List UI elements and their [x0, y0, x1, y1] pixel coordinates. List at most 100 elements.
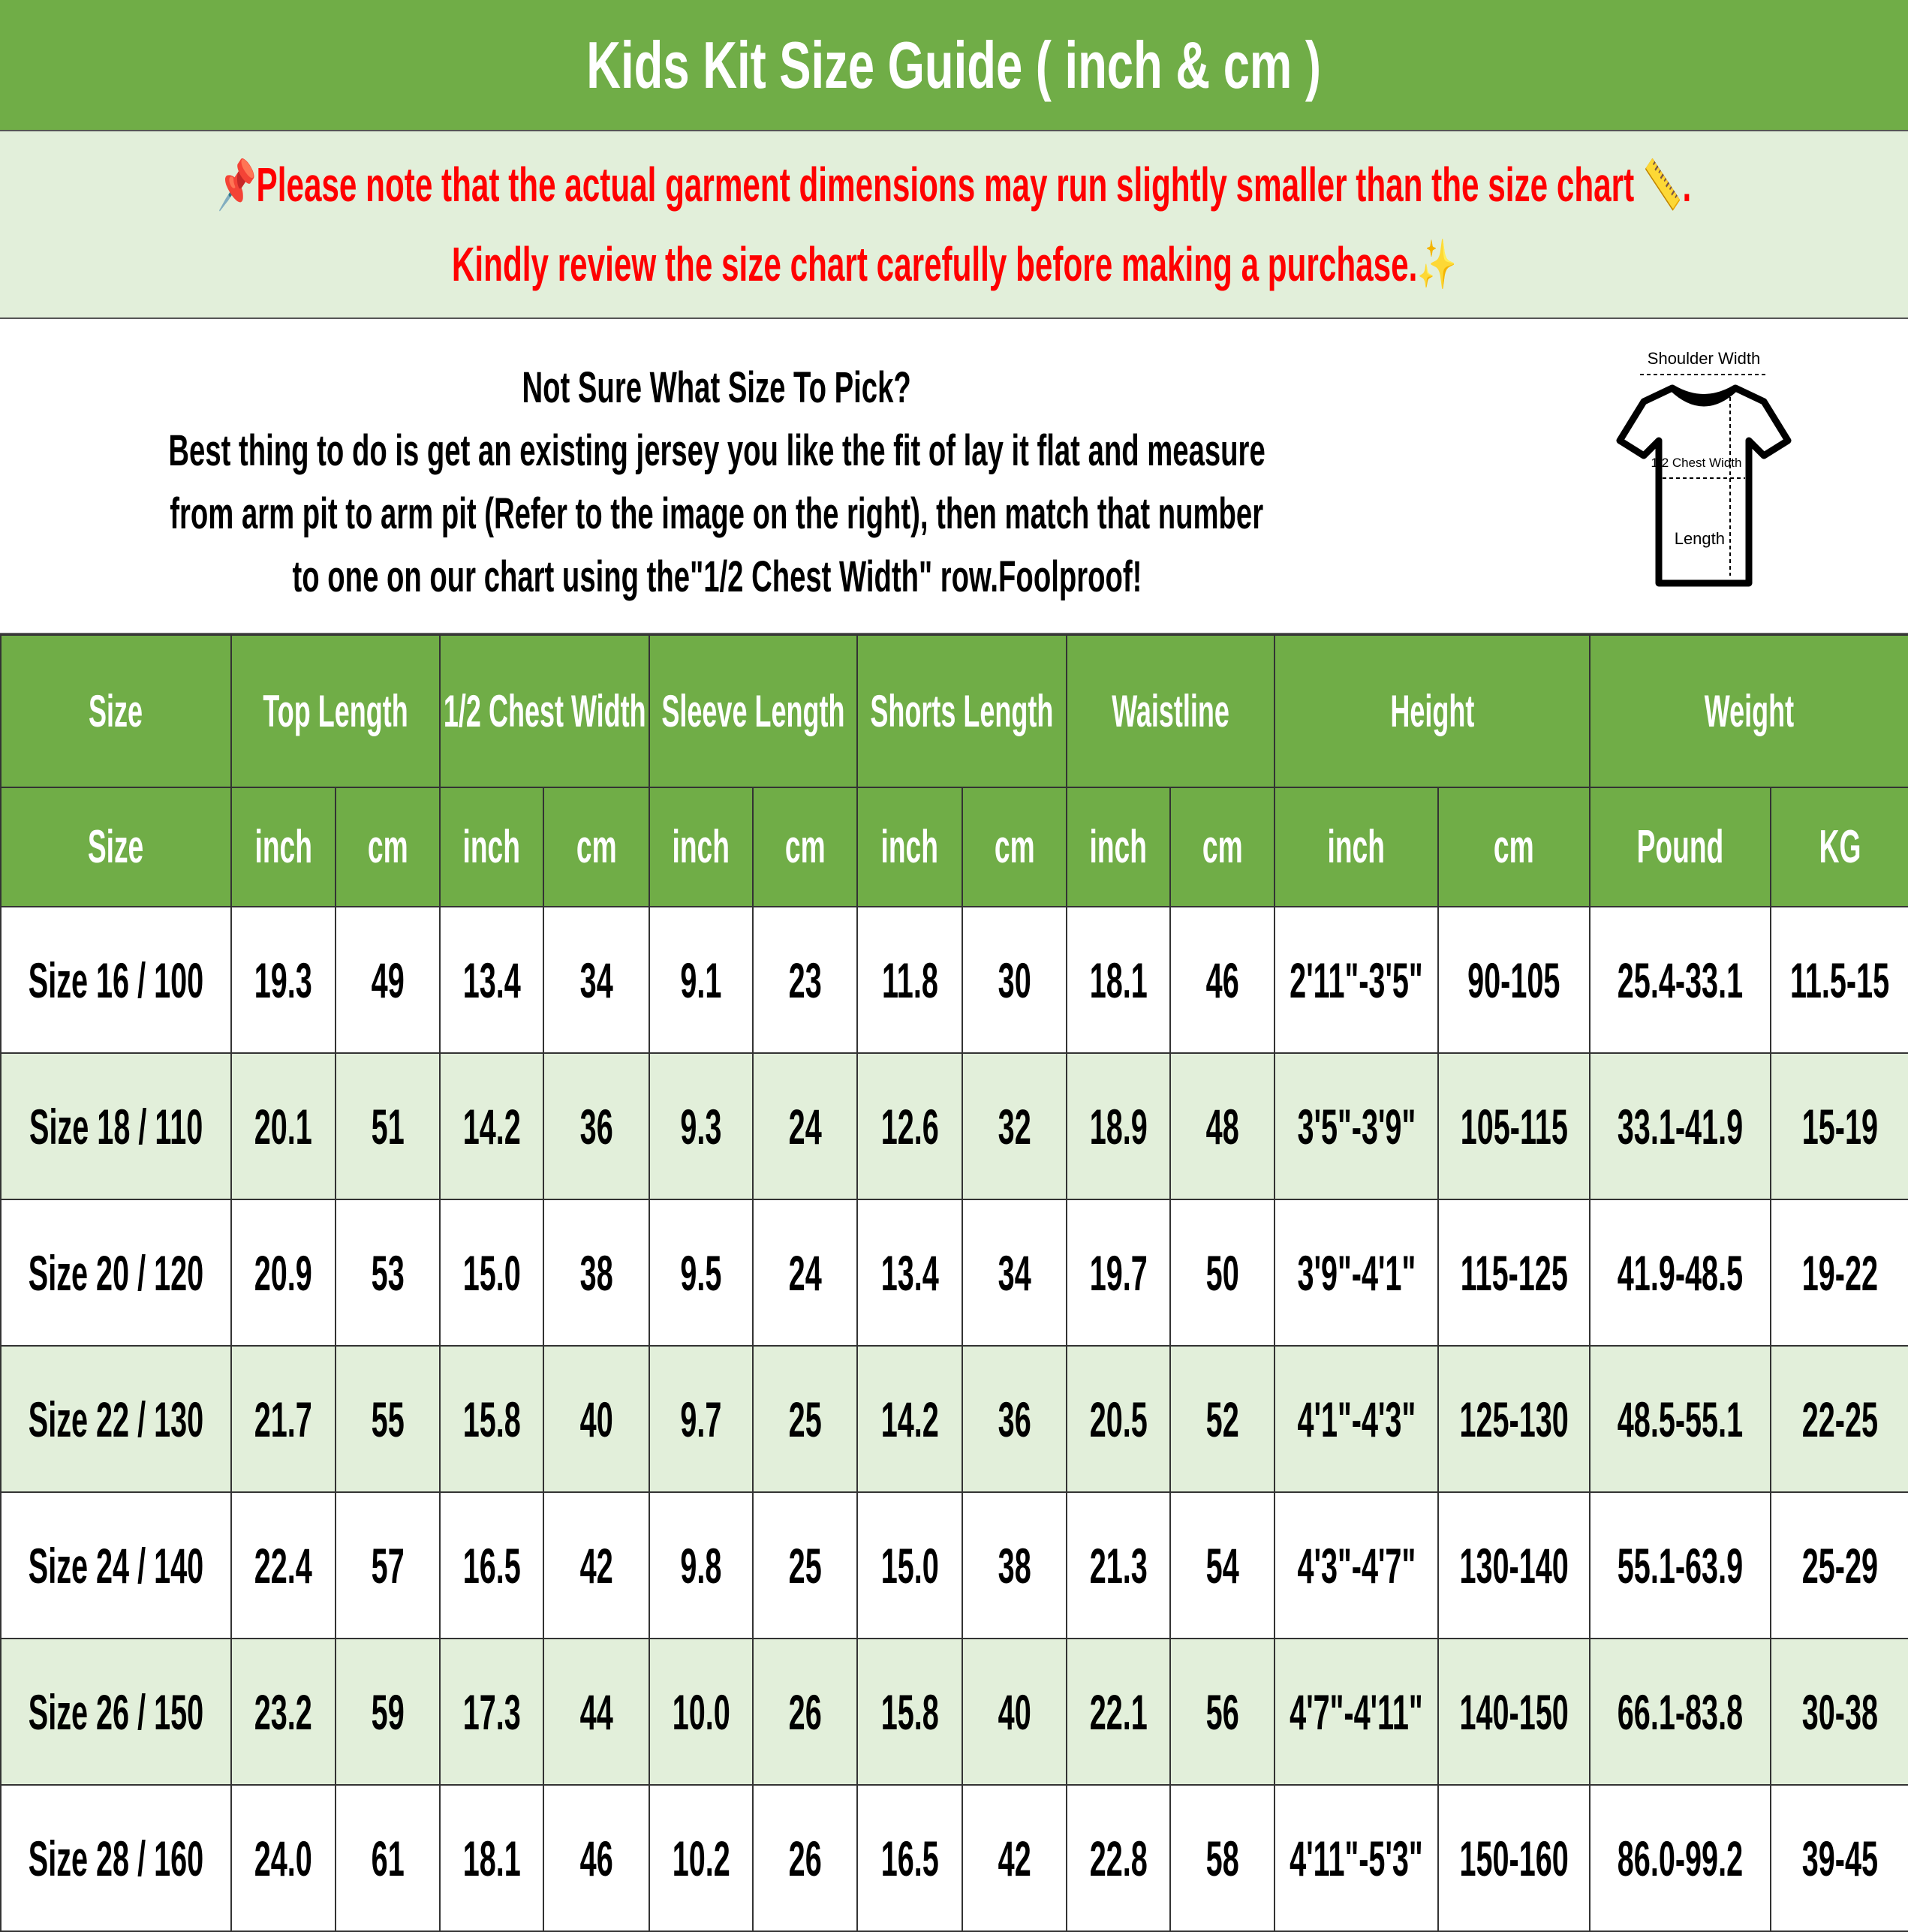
value-cell: 38: [542, 1199, 651, 1347]
value-cell: 20.5: [1066, 1345, 1172, 1493]
size-cell: Size 20 / 120: [0, 1199, 232, 1347]
value-cell: 16.5: [439, 1491, 544, 1639]
table-row: Size 24 / 140 22.4 57 16.5 42 9.8 25 15.0 38 21.3…: [0, 1491, 1908, 1639]
size-cell: Size 26 / 150: [0, 1638, 232, 1786]
table-row: Size 16 / 100 19.3 49 13.4 34 9.1 23 11.8 30 18.1…: [0, 906, 1908, 1054]
unit-header: cm: [1169, 787, 1276, 907]
unit-header: inch: [1274, 787, 1440, 907]
value-cell: 130-140: [1437, 1491, 1591, 1639]
value-cell: 15-19: [1770, 1052, 1908, 1200]
column-group-header: 1/2 Chest Width: [438, 634, 651, 788]
table-row: Size 22 / 130 21.7 55 15.8 40 9.7 25 14.2 36 20.5…: [0, 1345, 1908, 1493]
value-cell: 115-125: [1437, 1199, 1591, 1347]
value-cell: 10.2: [649, 1784, 754, 1932]
value-cell: 9.3: [649, 1052, 754, 1200]
value-cell: 4'11"-5'3": [1274, 1784, 1440, 1932]
value-cell: 25: [752, 1491, 859, 1639]
size-cell: Size 24 / 140: [0, 1491, 232, 1639]
value-cell: 4'3"-4'7": [1274, 1491, 1440, 1639]
fit-instructions: Not Sure What Size To Pick? Best thing t…: [0, 357, 1434, 609]
value-cell: 18.1: [1066, 906, 1172, 1054]
value-cell: 20.9: [230, 1199, 336, 1347]
value-cell: 54: [1169, 1491, 1276, 1639]
value-cell: 90-105: [1437, 906, 1591, 1054]
value-cell: 11.8: [856, 906, 964, 1054]
value-cell: 14.2: [439, 1052, 544, 1200]
table-row: Size 20 / 120 20.9 53 15.0 38 9.5 24 13.4 34 19.7…: [0, 1199, 1908, 1347]
column-group-header: Top Length: [230, 634, 441, 788]
value-cell: 23.2: [230, 1638, 336, 1786]
value-cell: 49: [335, 906, 441, 1054]
unit-header: Size: [0, 787, 232, 907]
value-cell: 12.6: [856, 1052, 964, 1200]
value-cell: 13.4: [856, 1199, 964, 1347]
unit-header: inch: [439, 787, 544, 907]
value-cell: 40: [542, 1345, 651, 1493]
value-cell: 15.8: [856, 1638, 964, 1786]
value-cell: 86.0-99.2: [1589, 1784, 1772, 1932]
value-cell: 2'11"-3'5": [1274, 906, 1440, 1054]
size-cell: Size 22 / 130: [0, 1345, 232, 1493]
value-cell: 125-130: [1437, 1345, 1591, 1493]
column-group-header: Shorts Length: [856, 634, 1068, 788]
unit-header: inch: [856, 787, 964, 907]
value-cell: 3'9"-4'1": [1274, 1199, 1440, 1347]
value-cell: 25.4-33.1: [1589, 906, 1772, 1054]
value-cell: 9.7: [649, 1345, 754, 1493]
value-cell: 105-115: [1437, 1052, 1591, 1200]
value-cell: 44: [542, 1638, 651, 1786]
value-cell: 42: [962, 1784, 1068, 1932]
diagram-chest-label: 1/2 Chest Width: [1651, 456, 1742, 470]
pushpin-icon: 📌: [216, 158, 257, 212]
value-cell: 48: [1169, 1052, 1276, 1200]
size-table: Size Top Length 1/2 Chest Width Sleeve Leng…: [0, 634, 1908, 1932]
value-cell: 21.7: [230, 1345, 336, 1493]
value-cell: 23: [752, 906, 859, 1054]
value-cell: 13.4: [439, 906, 544, 1054]
value-cell: 24: [752, 1199, 859, 1347]
ruler-icon: 📏: [1642, 158, 1683, 212]
value-cell: 9.1: [649, 906, 754, 1054]
notice-line-1: 📌Please note that the actual garment dim…: [216, 158, 1692, 212]
value-cell: 55.1-63.9: [1589, 1491, 1772, 1639]
diagram-shoulder-label: Shoulder Width: [1648, 349, 1760, 368]
value-cell: 56: [1169, 1638, 1276, 1786]
notice-line-2: Kindly review the size chart carefully b…: [451, 237, 1457, 291]
notice-banner: 📌Please note that the actual garment dim…: [0, 131, 1908, 319]
value-cell: 52: [1169, 1345, 1276, 1493]
unit-header: cm: [962, 787, 1068, 907]
value-cell: 25: [752, 1345, 859, 1493]
header-unit-row: Size inch cm inch cm inch cm inch cm inch cm inch cm…: [0, 787, 1908, 907]
unit-header: cm: [752, 787, 859, 907]
value-cell: 26: [752, 1638, 859, 1786]
size-cell: Size 18 / 110: [0, 1052, 232, 1200]
value-cell: 15.0: [439, 1199, 544, 1347]
value-cell: 21.3: [1066, 1491, 1172, 1639]
value-cell: 20.1: [230, 1052, 336, 1200]
unit-header: KG: [1770, 787, 1908, 907]
value-cell: 48.5-55.1: [1589, 1345, 1772, 1493]
value-cell: 34: [542, 906, 651, 1054]
value-cell: 18.9: [1066, 1052, 1172, 1200]
unit-header: inch: [1066, 787, 1172, 907]
size-cell: Size 28 / 160: [0, 1784, 232, 1932]
tshirt-icon: [1616, 384, 1792, 587]
value-cell: 19.7: [1066, 1199, 1172, 1347]
value-cell: 9.8: [649, 1491, 754, 1639]
value-cell: 53: [335, 1199, 441, 1347]
value-cell: 22.8: [1066, 1784, 1172, 1932]
unit-header: cm: [335, 787, 441, 907]
unit-header: cm: [1437, 787, 1591, 907]
value-cell: 36: [542, 1052, 651, 1200]
value-cell: 34: [962, 1199, 1068, 1347]
value-cell: 19-22: [1770, 1199, 1908, 1347]
value-cell: 39-45: [1770, 1784, 1908, 1932]
size-cell: Size 16 / 100: [0, 906, 232, 1054]
value-cell: 19.3: [230, 906, 336, 1054]
table-row: Size 18 / 110 20.1 51 14.2 36 9.3 24 12.6 32 18.9…: [0, 1052, 1908, 1200]
value-cell: 38: [962, 1491, 1068, 1639]
unit-header: inch: [230, 787, 336, 907]
value-cell: 10.0: [649, 1638, 754, 1786]
column-group-header: Weight: [1589, 634, 1908, 788]
diagram-length-label: Length: [1675, 529, 1725, 548]
